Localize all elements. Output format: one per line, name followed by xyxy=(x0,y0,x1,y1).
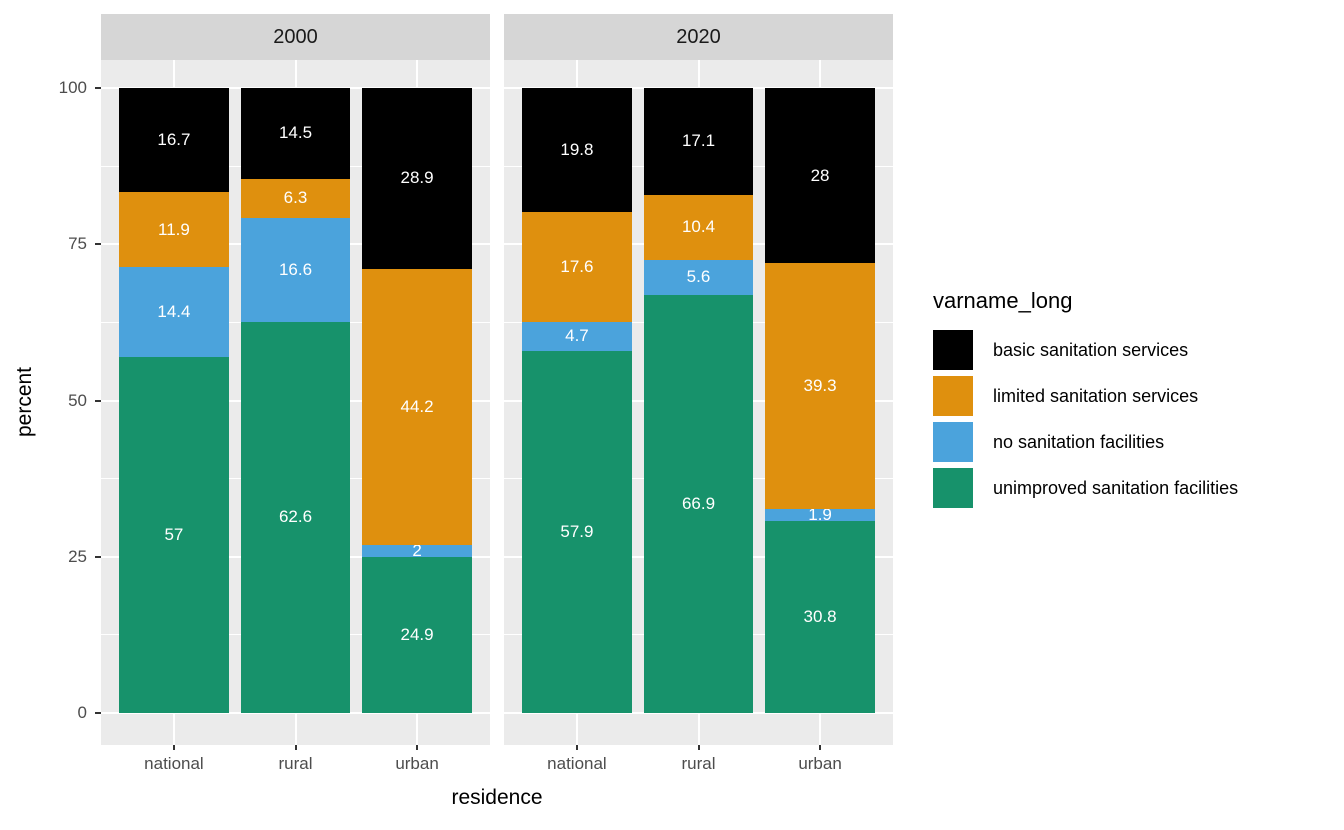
bar-segment xyxy=(522,321,632,352)
y-tick-mark xyxy=(95,243,101,246)
bar-segment xyxy=(362,268,472,545)
bar-value-label: 14.5 xyxy=(278,123,313,143)
bar-segment xyxy=(240,321,351,713)
y-tick-mark xyxy=(95,399,101,402)
facet-strip: 2020 xyxy=(504,14,893,60)
x-tick-label: rural xyxy=(278,754,313,773)
legend-label: unimproved sanitation facilities xyxy=(993,477,1239,498)
bar-value-label: 62.6 xyxy=(278,507,313,527)
bar-segment xyxy=(119,266,229,357)
bar-value-label: 39.3 xyxy=(803,375,837,395)
bar-value-label: 24.9 xyxy=(400,625,434,645)
panel: 57 14.4 11.9 16.7 62.6 16.6 6.3 14.5 24.9 2 44.2 28… xyxy=(101,60,490,745)
panel: 57.9 4.7 17.6 19.8 66.9 5.6 10.4 17.1 30.8 1.9 39.… xyxy=(504,60,893,745)
x-axis-title: residence xyxy=(451,786,543,809)
bar-value-label: 57.9 xyxy=(560,522,594,542)
bar-value-label: 17.6 xyxy=(560,256,594,276)
bar-value-label: 10.4 xyxy=(681,217,716,237)
bar-segment xyxy=(522,88,632,212)
x-tick-label: urban xyxy=(395,754,439,773)
bar-segment xyxy=(362,544,472,558)
y-tick-label: 0 xyxy=(77,703,87,722)
legend-item: unimproved sanitation facilities xyxy=(933,468,1238,508)
bar-value-label: 4.7 xyxy=(565,326,589,346)
bar-segment xyxy=(765,508,875,521)
bar-segment xyxy=(362,557,472,713)
x-tick-label: national xyxy=(144,754,204,773)
legend-label: no sanitation facilities xyxy=(993,431,1165,452)
y-tick-mark xyxy=(95,87,101,89)
x-tick-mark xyxy=(172,745,175,750)
bar-segment xyxy=(240,218,351,322)
x-tick-label: urban xyxy=(798,754,842,773)
legend-item: basic sanitation services xyxy=(933,330,1238,370)
bar-value-label: 28 xyxy=(810,165,830,185)
x-tick-mark xyxy=(416,745,419,750)
bar-value-label: 14.4 xyxy=(157,301,191,321)
x-tick-mark xyxy=(575,745,578,750)
bar-segment xyxy=(765,263,875,509)
x-tick-mark xyxy=(294,745,297,750)
y-tick-label: 25 xyxy=(68,546,87,566)
bar-value-label: 2 xyxy=(412,541,422,561)
bar-value-label: 16.6 xyxy=(278,259,313,279)
bar-segment xyxy=(119,356,229,713)
x-tick-label: national xyxy=(547,754,607,773)
legend-items: basic sanitation services limited sanitat… xyxy=(933,330,1238,508)
y-tick-mark xyxy=(95,555,101,558)
bar-value-label: 16.7 xyxy=(157,130,191,150)
legend-item: limited sanitation services xyxy=(933,376,1238,416)
bar-segment xyxy=(119,88,229,193)
legend-item: no sanitation facilities xyxy=(933,422,1238,462)
bar-value-label: 11.9 xyxy=(158,219,190,239)
bar-value-label: 28.9 xyxy=(400,168,434,188)
bar-segment xyxy=(643,194,754,260)
y-tick-label: 100 xyxy=(58,78,87,97)
bar-value-label: 17.1 xyxy=(681,131,716,151)
y-tick-label: 50 xyxy=(68,390,87,410)
bar-value-label: 1.9 xyxy=(808,504,832,524)
x-tick-mark xyxy=(697,745,700,750)
legend-swatch xyxy=(933,330,973,370)
bar-segment xyxy=(643,294,754,713)
x-tick-mark xyxy=(819,745,822,750)
bar-value-label: 6.3 xyxy=(283,188,308,208)
bar-segment xyxy=(522,211,632,322)
bar-segment xyxy=(362,88,472,269)
bar-value-label: 57 xyxy=(164,524,184,544)
bar-segment xyxy=(765,88,875,263)
legend-swatch xyxy=(933,468,973,508)
bar-segment xyxy=(643,88,754,195)
facet-strip: 2000 xyxy=(101,14,490,60)
bar-value-label: 44.2 xyxy=(400,396,434,416)
bar-value-label: 19.8 xyxy=(560,139,594,159)
bar-value-label: 5.6 xyxy=(686,267,711,287)
legend-swatch xyxy=(933,376,973,416)
bar-segment xyxy=(522,351,632,713)
bar-segment xyxy=(119,192,229,267)
legend-title: varname_long xyxy=(933,288,1073,313)
bar-segment xyxy=(643,259,754,295)
legend-label: limited sanitation services xyxy=(993,385,1199,406)
x-tick-label: rural xyxy=(681,754,716,773)
legend-label: basic sanitation services xyxy=(993,339,1189,360)
legend: varname_long basic sanitation services li… xyxy=(933,288,1238,514)
bar-segment xyxy=(765,520,875,713)
bar-segment xyxy=(240,178,351,218)
y-tick-label: 75 xyxy=(68,234,87,254)
bar-value-label: 66.9 xyxy=(681,493,716,513)
bar-value-label: 30.8 xyxy=(803,606,837,626)
legend-swatch xyxy=(933,422,973,462)
bar-segment xyxy=(240,88,351,179)
y-tick-mark xyxy=(95,712,101,714)
